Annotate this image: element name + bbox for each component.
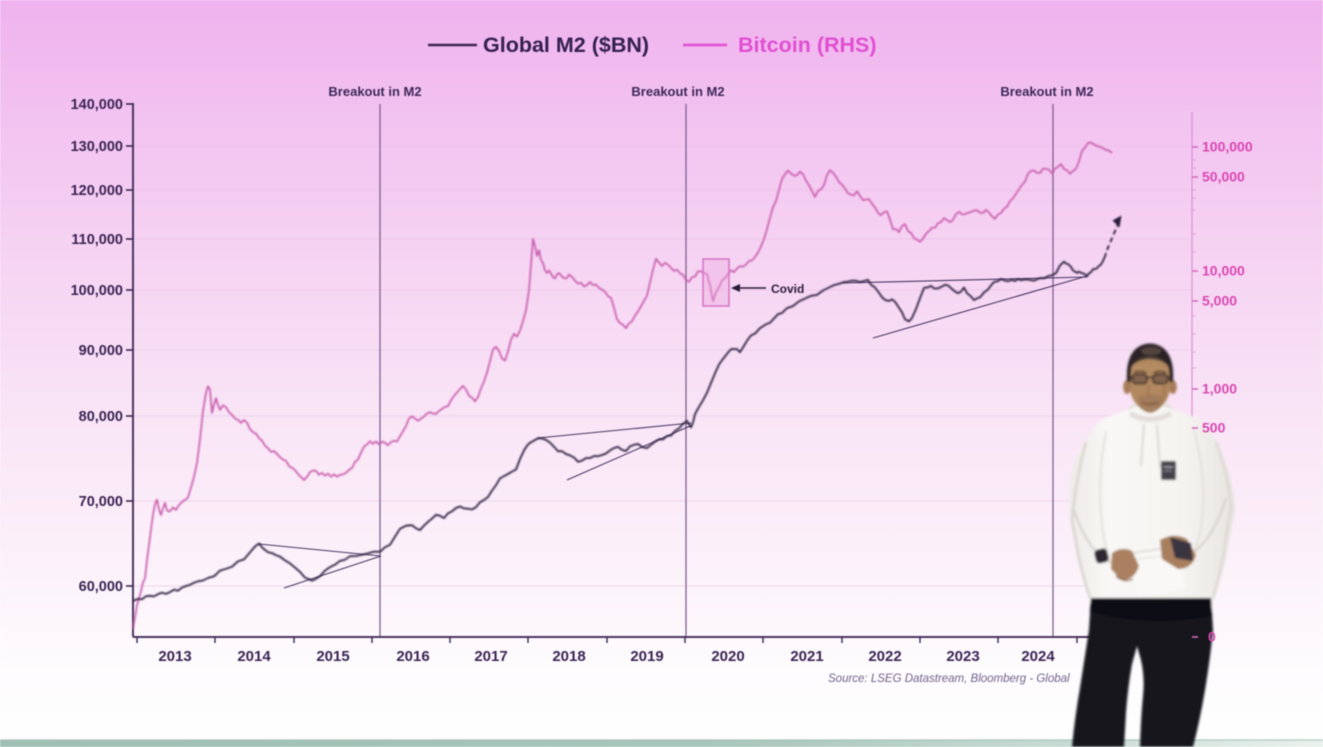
- svg-text:Bitcoin (RHS): Bitcoin (RHS): [738, 33, 877, 57]
- svg-text:2021: 2021: [790, 648, 823, 665]
- svg-text:110,000: 110,000: [71, 232, 123, 248]
- svg-text:2019: 2019: [630, 648, 663, 665]
- svg-text:70,000: 70,000: [79, 494, 123, 510]
- svg-text:2014: 2014: [237, 648, 271, 665]
- svg-text:Breakout in M2: Breakout in M2: [631, 84, 724, 99]
- svg-text:2016: 2016: [396, 648, 429, 665]
- svg-text:Global M2 ($BN): Global M2 ($BN): [483, 33, 649, 57]
- svg-text:2023: 2023: [946, 648, 979, 665]
- svg-text:2024: 2024: [1021, 648, 1055, 665]
- svg-text:100,000: 100,000: [1202, 139, 1253, 155]
- svg-text:60,000: 60,000: [79, 579, 123, 595]
- svg-text:120,000: 120,000: [71, 183, 123, 199]
- svg-text:2020: 2020: [711, 648, 744, 665]
- svg-text:Covid: Covid: [771, 282, 804, 296]
- svg-text:1,000: 1,000: [1202, 381, 1237, 397]
- svg-text:50,000: 50,000: [1202, 169, 1245, 185]
- svg-text:2018: 2018: [552, 648, 585, 665]
- svg-text:90,000: 90,000: [79, 343, 123, 359]
- svg-text:Breakout in M2: Breakout in M2: [1000, 84, 1093, 99]
- svg-text:2017: 2017: [474, 648, 507, 665]
- svg-text:5,000: 5,000: [1202, 293, 1237, 309]
- svg-text:140,000: 140,000: [71, 97, 123, 113]
- svg-text:2013: 2013: [158, 648, 191, 665]
- svg-text:10,000: 10,000: [1202, 263, 1245, 279]
- svg-text:80,000: 80,000: [79, 409, 123, 425]
- svg-text:2015: 2015: [316, 648, 349, 665]
- svg-text:100,000: 100,000: [71, 283, 123, 299]
- svg-text:Source: LSEG Datastream, Bloom: Source: LSEG Datastream, Bloomberg - Glo…: [828, 673, 1070, 685]
- svg-text:130,000: 130,000: [71, 139, 123, 155]
- svg-text:500: 500: [1202, 420, 1226, 436]
- svg-text:2022: 2022: [868, 648, 901, 665]
- svg-text:0: 0: [1208, 629, 1216, 645]
- svg-text:Breakout in M2: Breakout in M2: [328, 84, 421, 99]
